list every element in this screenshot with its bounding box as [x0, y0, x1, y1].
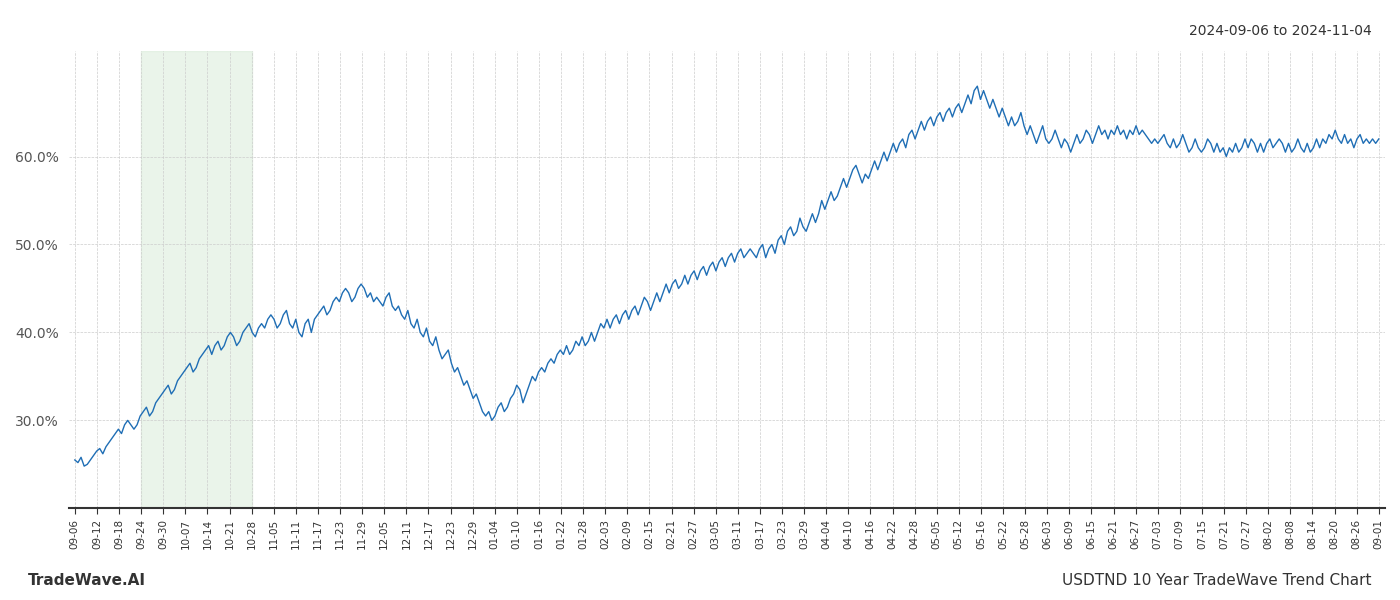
Bar [141, 51, 252, 508]
Text: USDTND 10 Year TradeWave Trend Chart: USDTND 10 Year TradeWave Trend Chart [1063, 573, 1372, 588]
Text: TradeWave.AI: TradeWave.AI [28, 573, 146, 588]
Text: 2024-09-06 to 2024-11-04: 2024-09-06 to 2024-11-04 [1189, 24, 1372, 38]
